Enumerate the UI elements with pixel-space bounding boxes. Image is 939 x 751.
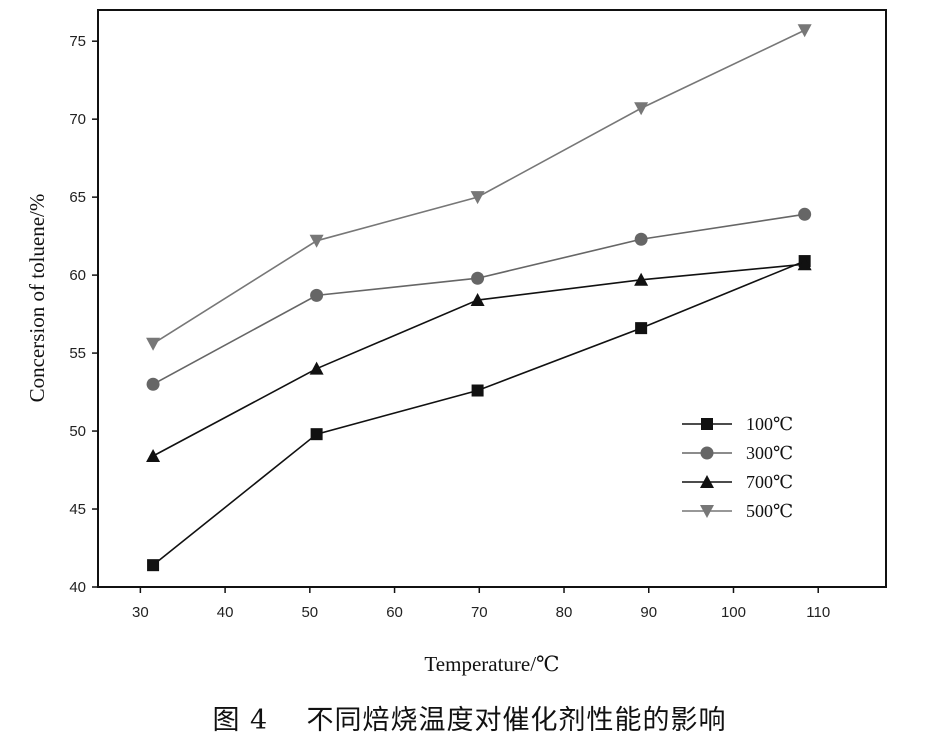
data-point [310, 428, 323, 441]
legend-item: 300℃ [682, 443, 793, 463]
data-point [635, 322, 648, 335]
y-axis: 40 45 50 55 60 65 70 75 [69, 33, 98, 596]
x-axis-title: Temperature/℃ [424, 652, 559, 676]
data-point [146, 377, 160, 391]
data-point [634, 272, 649, 286]
x-axis: 30 40 50 60 70 80 90 100 110 [132, 587, 830, 621]
data-point [146, 449, 161, 463]
data-point [797, 24, 812, 38]
x-tick-label: 100 [721, 604, 746, 621]
y-axis-title: Concersion of toluene/% [25, 194, 49, 403]
data-point [471, 271, 485, 285]
series-2 [146, 257, 812, 463]
legend-item: 100℃ [682, 414, 793, 434]
legend: 100℃ 300℃ 700℃ 500℃ [682, 414, 793, 521]
legend-marker [700, 505, 714, 518]
legend-item: 500℃ [682, 501, 793, 521]
legend-label: 300℃ [746, 443, 793, 463]
y-tick-label: 40 [69, 579, 86, 596]
series-1 [146, 207, 812, 391]
x-tick-label: 80 [556, 604, 573, 621]
series-3 [146, 24, 812, 351]
data-point [634, 232, 648, 246]
x-tick-label: 40 [217, 604, 234, 621]
data-point [309, 234, 324, 248]
legend-marker [701, 418, 713, 430]
legend-marker [700, 475, 714, 488]
y-tick-label: 60 [69, 267, 86, 284]
series-layer [146, 24, 812, 572]
legend-label: 500℃ [746, 501, 793, 521]
legend-label: 100℃ [746, 414, 793, 434]
data-point [470, 191, 485, 205]
data-point [146, 337, 161, 351]
y-tick-label: 70 [69, 111, 86, 128]
legend-item: 700℃ [682, 472, 793, 492]
data-point [309, 361, 324, 375]
legend-marker [700, 446, 714, 460]
plot-frame [97, 9, 887, 588]
data-point [470, 293, 485, 307]
data-point [310, 288, 324, 302]
data-point [798, 207, 812, 221]
data-point [634, 102, 649, 116]
series-line [152, 260, 805, 566]
y-tick-label: 65 [69, 189, 86, 206]
y-tick-label: 45 [69, 501, 86, 518]
figure-caption: 图 4 不同焙烧温度对催化剂性能的影响 [212, 705, 727, 736]
y-tick-label: 55 [69, 345, 86, 362]
data-point [471, 384, 484, 397]
x-tick-label: 30 [132, 604, 149, 621]
y-tick-label: 75 [69, 33, 86, 50]
legend-label: 700℃ [746, 472, 793, 492]
x-tick-label: 50 [301, 604, 318, 621]
x-tick-label: 70 [471, 604, 488, 621]
data-point [797, 257, 812, 271]
x-tick-label: 60 [386, 604, 403, 621]
x-tick-label: 110 [806, 604, 830, 621]
data-point [147, 559, 160, 572]
x-tick-label: 90 [640, 604, 657, 621]
y-tick-label: 50 [69, 423, 86, 440]
